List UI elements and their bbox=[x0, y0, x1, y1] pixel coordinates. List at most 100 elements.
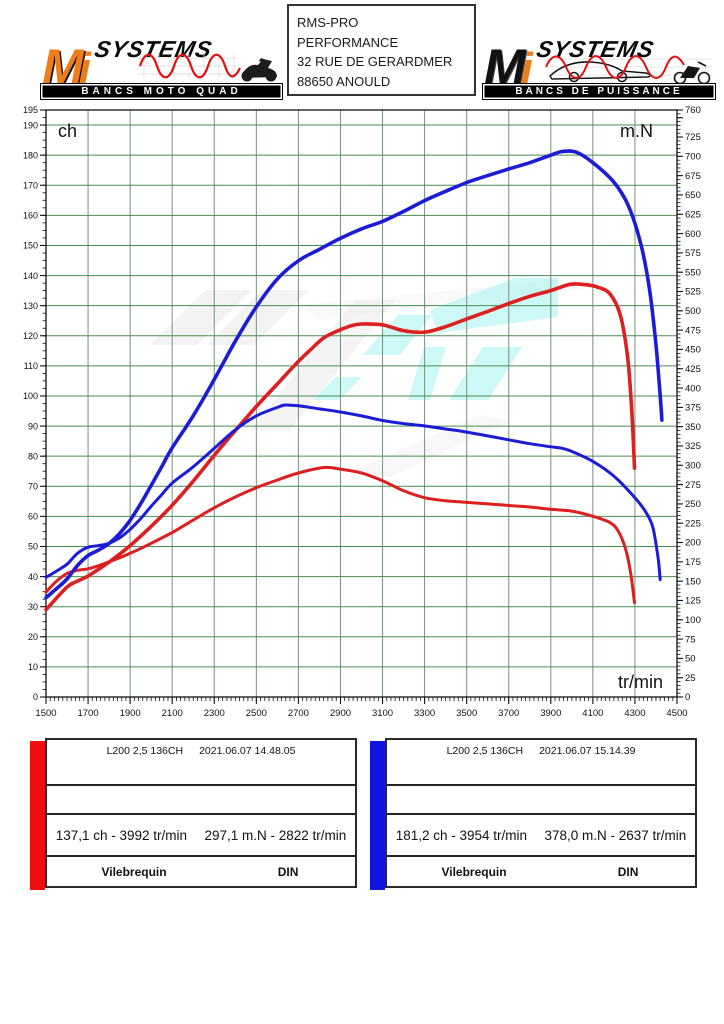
svg-text:350: 350 bbox=[685, 422, 701, 433]
brand-letter-m: M bbox=[484, 39, 526, 95]
run-datetime: 2021.06.07 15.14.39 bbox=[539, 745, 636, 757]
svg-text:725: 725 bbox=[685, 132, 701, 143]
legend-footer-row: Vilebrequin DIN bbox=[387, 855, 695, 886]
svg-text:170: 170 bbox=[23, 180, 38, 190]
brand-letter-i: i bbox=[78, 44, 91, 94]
svg-text:1500: 1500 bbox=[35, 708, 56, 719]
svg-text:60: 60 bbox=[28, 512, 38, 522]
svg-text:70: 70 bbox=[28, 481, 38, 491]
svg-text:1700: 1700 bbox=[77, 708, 98, 719]
svg-text:675: 675 bbox=[685, 171, 701, 182]
svg-text:575: 575 bbox=[685, 248, 701, 259]
svg-text:300: 300 bbox=[685, 460, 701, 471]
svg-text:4300: 4300 bbox=[624, 708, 645, 719]
run-datetime: 2021.06.07 14.48.05 bbox=[199, 745, 296, 757]
svg-text:450: 450 bbox=[685, 345, 701, 356]
brand-letter-i: i bbox=[520, 44, 533, 94]
legend-title-row: L200 2,5 136CH 2021.06.07 15.14.39 bbox=[387, 740, 695, 784]
svg-text:760: 760 bbox=[685, 105, 701, 116]
svg-text:10: 10 bbox=[28, 662, 38, 672]
svg-text:80: 80 bbox=[28, 451, 38, 461]
svg-text:100: 100 bbox=[23, 391, 38, 401]
shop-name-line1: RMS-PRO bbox=[297, 15, 359, 30]
legend-peaks-row: 181,2 ch - 3954 tr/min 378,0 m.N - 2637 … bbox=[387, 813, 695, 855]
svg-text:275: 275 bbox=[685, 480, 701, 491]
svg-text:190: 190 bbox=[23, 120, 38, 130]
svg-text:125: 125 bbox=[685, 596, 701, 607]
shop-city: 88650 ANOULD bbox=[297, 73, 391, 89]
svg-text:225: 225 bbox=[685, 518, 701, 529]
svg-text:4500: 4500 bbox=[666, 708, 687, 719]
correction-norm: DIN bbox=[277, 864, 299, 879]
vehicle-model: L200 2,5 136CH bbox=[446, 745, 524, 757]
svg-text:2300: 2300 bbox=[204, 708, 225, 719]
svg-text:500: 500 bbox=[685, 306, 701, 317]
legend-peaks-row: 137,1 ch - 3992 tr/min 297,1 m.N - 2822 … bbox=[47, 813, 355, 855]
legend-run-before: L200 2,5 136CH 2021.06.07 14.48.05 137,1 … bbox=[30, 738, 357, 891]
sine-wave-motorcycle-icon bbox=[138, 53, 277, 82]
legend-title-row: L200 2,5 136CH 2021.06.07 14.48.05 bbox=[47, 740, 355, 784]
svg-text:525: 525 bbox=[685, 287, 701, 298]
peak-power: 181,2 ch - 3954 tr/min bbox=[395, 827, 528, 843]
svg-text:20: 20 bbox=[28, 632, 38, 642]
measurement-reference: Vilebrequin bbox=[441, 864, 507, 879]
svg-text:700: 700 bbox=[685, 152, 701, 163]
svg-text:110: 110 bbox=[24, 361, 38, 371]
brand-letter-m: M bbox=[42, 39, 84, 95]
svg-text:2700: 2700 bbox=[288, 708, 309, 719]
svg-text:175: 175 bbox=[685, 557, 701, 568]
svg-text:400: 400 bbox=[685, 383, 701, 394]
peak-torque: 297,1 m.N - 2822 tr/min bbox=[204, 827, 347, 843]
svg-text:75: 75 bbox=[685, 634, 696, 645]
curve-torque-after bbox=[44, 403, 662, 582]
svg-text:0: 0 bbox=[33, 692, 38, 702]
legend-run-after: L200 2,5 136CH 2021.06.07 15.14.39 181,2 … bbox=[370, 738, 697, 891]
svg-text:50: 50 bbox=[28, 542, 38, 552]
svg-text:325: 325 bbox=[685, 441, 701, 452]
svg-text:375: 375 bbox=[685, 403, 701, 414]
svg-text:m.N: m.N bbox=[620, 121, 653, 141]
svg-text:150: 150 bbox=[23, 241, 38, 251]
svg-text:180: 180 bbox=[23, 150, 38, 160]
motorcycle-silhouette bbox=[241, 58, 277, 82]
svg-text:3300: 3300 bbox=[414, 708, 435, 719]
svg-text:100: 100 bbox=[685, 615, 701, 626]
svg-text:40: 40 bbox=[28, 572, 38, 582]
svg-text:ch: ch bbox=[58, 121, 77, 141]
legend-color-swatch-blue bbox=[370, 741, 385, 890]
svg-text:160: 160 bbox=[23, 211, 38, 221]
svg-text:2100: 2100 bbox=[162, 708, 183, 719]
svg-text:475: 475 bbox=[685, 325, 701, 336]
svg-text:1900: 1900 bbox=[120, 708, 141, 719]
peak-torque: 378,0 m.N - 2637 tr/min bbox=[544, 827, 687, 843]
peak-power: 137,1 ch - 3992 tr/min bbox=[55, 827, 188, 843]
svg-text:2500: 2500 bbox=[246, 708, 267, 719]
svg-text:3900: 3900 bbox=[540, 708, 561, 719]
curve-power-after bbox=[44, 149, 664, 600]
svg-text:120: 120 bbox=[23, 331, 38, 341]
banner-bancs-de-puissance: BANCS DE PUISSANCE bbox=[482, 83, 716, 100]
svg-text:tr/min: tr/min bbox=[618, 672, 663, 692]
svg-text:625: 625 bbox=[685, 209, 701, 220]
svg-text:90: 90 bbox=[28, 421, 38, 431]
shop-address-box: RMS-PRO PERFORMANCE 32 RUE DE GERARDMER … bbox=[287, 4, 476, 96]
svg-text:600: 600 bbox=[685, 229, 701, 240]
svg-text:130: 130 bbox=[23, 301, 38, 311]
correction-norm: DIN bbox=[617, 864, 639, 879]
svg-text:250: 250 bbox=[685, 499, 701, 510]
shop-name-line2: PERFORMANCE bbox=[297, 34, 399, 50]
dyno-plot: 0 10 20 30 40 50 60 70 80 90 100 110 120 130 140 150 160… bbox=[23, 105, 701, 719]
svg-text:150: 150 bbox=[685, 576, 701, 587]
vehicle-model: L200 2,5 136CH bbox=[106, 745, 184, 757]
svg-text:50: 50 bbox=[685, 654, 696, 665]
svg-text:140: 140 bbox=[23, 271, 38, 281]
svg-text:425: 425 bbox=[685, 364, 701, 375]
svg-text:30: 30 bbox=[28, 602, 38, 612]
legend-color-swatch-red bbox=[30, 741, 45, 890]
svg-text:3100: 3100 bbox=[372, 708, 393, 719]
legend-spacer-row bbox=[387, 784, 695, 813]
legend-spacer-row bbox=[47, 784, 355, 813]
